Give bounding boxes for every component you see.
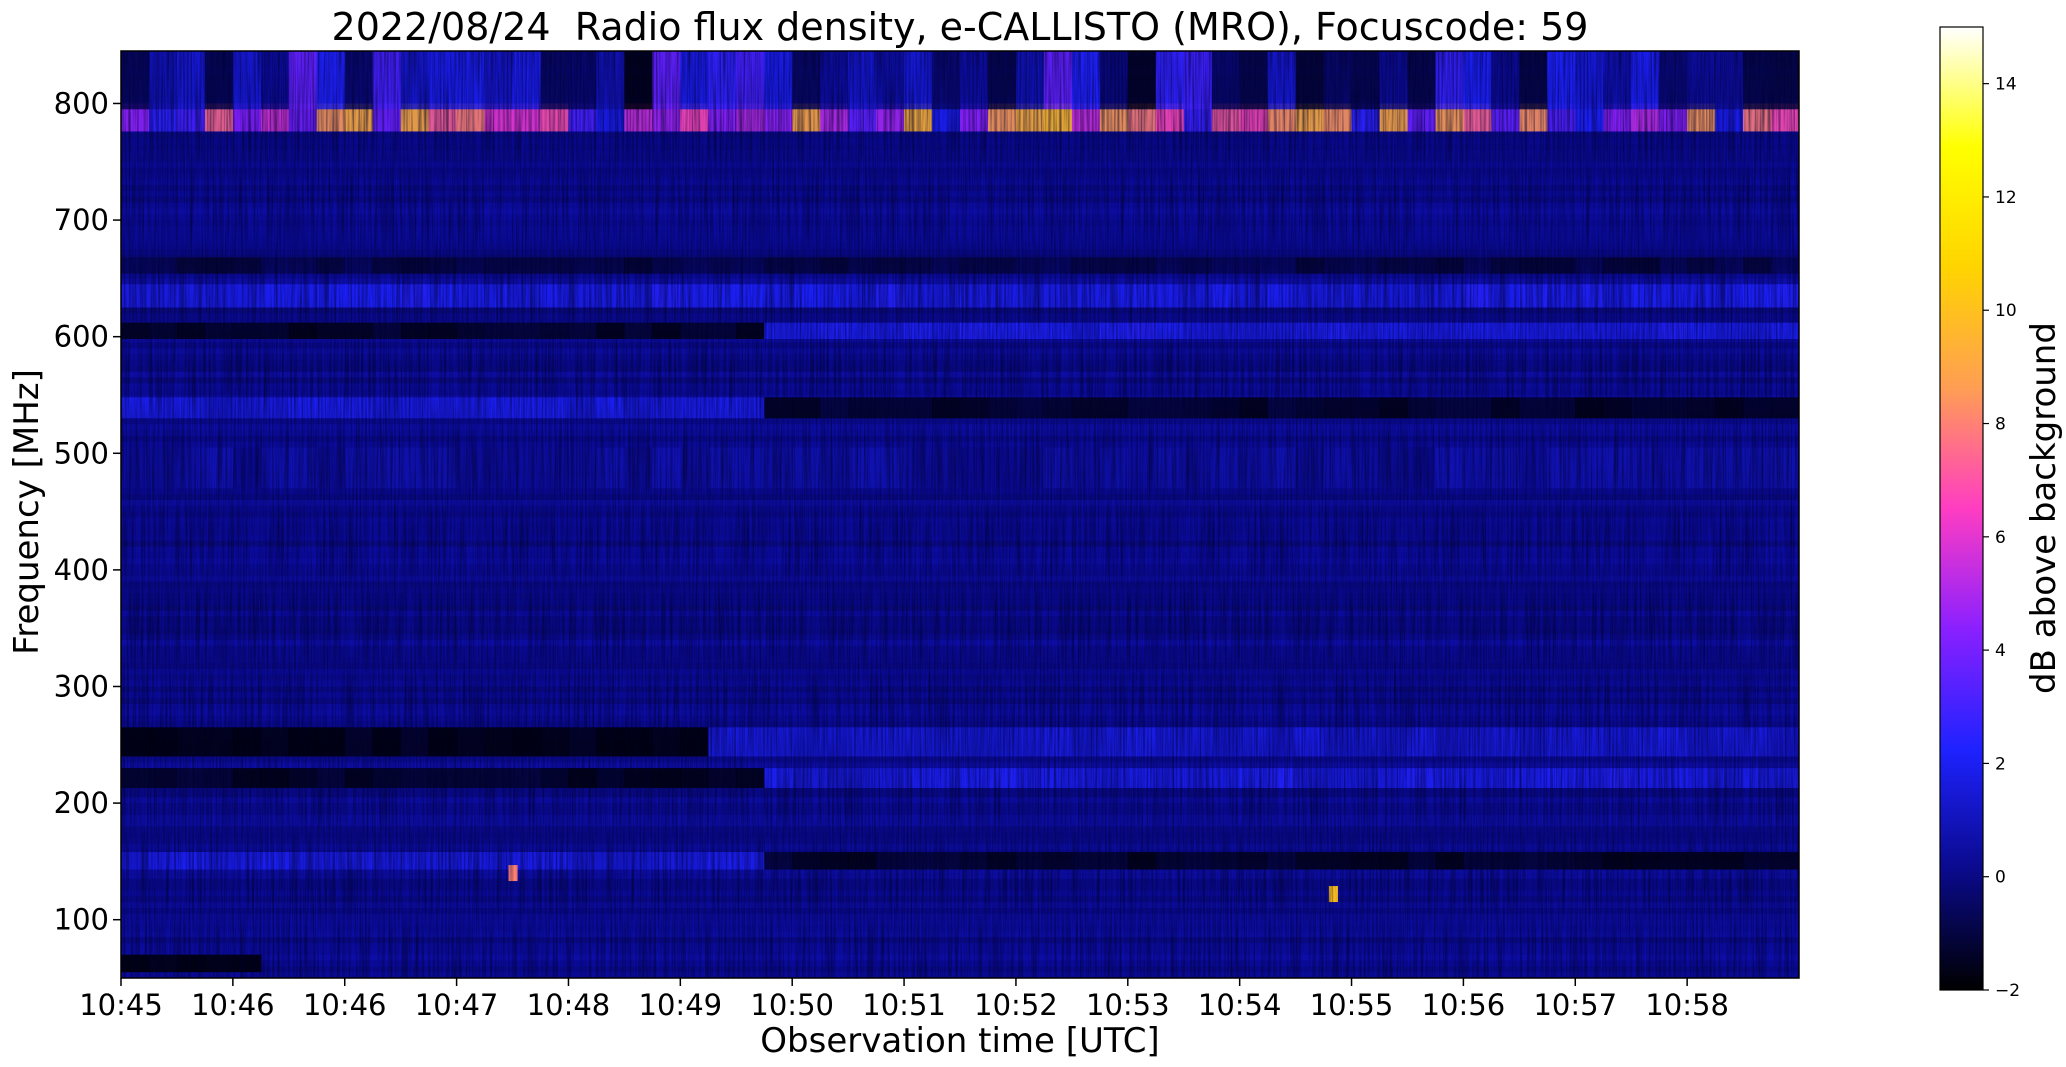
x-tick-label: 10:58 <box>1645 988 1729 1022</box>
x-tick-label: 10:48 <box>527 988 611 1022</box>
colorbar-tick-label: 10 <box>1995 301 2017 321</box>
colorbar-tick-label: 6 <box>1995 528 2006 548</box>
x-tick-label: 10:46 <box>303 988 387 1022</box>
x-tick-label: 10:55 <box>1310 988 1394 1022</box>
x-tick-label: 10:56 <box>1422 988 1506 1022</box>
colorbar-tick-label: 12 <box>1995 188 2017 208</box>
colorbar-tick-label: 4 <box>1995 641 2006 661</box>
x-tick-label: 10:46 <box>191 988 275 1022</box>
x-tick-label: 10:50 <box>750 988 834 1022</box>
x-tick-label: 10:47 <box>415 988 499 1022</box>
plot-frame <box>120 50 1800 979</box>
colorbar-tick-label: 8 <box>1995 415 2006 435</box>
y-tick-label: 800 <box>54 86 109 120</box>
y-tick-label: 300 <box>54 669 109 703</box>
y-axis-label: Frequency [MHz] <box>7 369 47 655</box>
x-tick-label: 10:54 <box>1198 988 1282 1022</box>
heatmap-texture <box>121 51 1799 978</box>
x-axis: 10:45 10:46 10:46 10:47 10:48 10:49 10:50 10:51… <box>79 978 1729 1022</box>
x-tick-label: 10:45 <box>79 988 163 1022</box>
colorbar <box>1939 26 1984 991</box>
colorbar-tick-label: 14 <box>1995 75 2017 95</box>
x-tick-label: 10:57 <box>1533 988 1617 1022</box>
colorbar-label: dB above background <box>2024 322 2064 694</box>
chart-title: 2022/08/24 Radio flux density, e-CALLIST… <box>332 5 1589 49</box>
y-tick-label: 700 <box>54 203 109 237</box>
y-tick-label: 500 <box>54 436 109 470</box>
x-tick-label: 10:53 <box>1086 988 1170 1022</box>
x-tick-label: 10:51 <box>862 988 946 1022</box>
y-tick-label: 400 <box>54 553 109 587</box>
x-tick-label: 10:49 <box>639 988 723 1022</box>
colorbar-tick-label: 0 <box>1995 868 2006 888</box>
colorbar-tick-label: 2 <box>1995 754 2006 774</box>
colorbar-axis: −2 0 2 4 6 8 10 12 14 <box>1983 75 2020 1001</box>
y-axis: 100 200 300 400 500 600 700 800 <box>54 86 121 937</box>
y-tick-label: 600 <box>54 320 109 354</box>
y-tick-label: 100 <box>54 903 109 937</box>
plot-area <box>121 51 1799 978</box>
y-tick-label: 200 <box>54 786 109 820</box>
x-axis-label: Observation time [UTC] <box>760 1021 1159 1061</box>
colorbar-tick-label: −2 <box>1995 981 2020 1001</box>
x-tick-label: 10:52 <box>974 988 1058 1022</box>
